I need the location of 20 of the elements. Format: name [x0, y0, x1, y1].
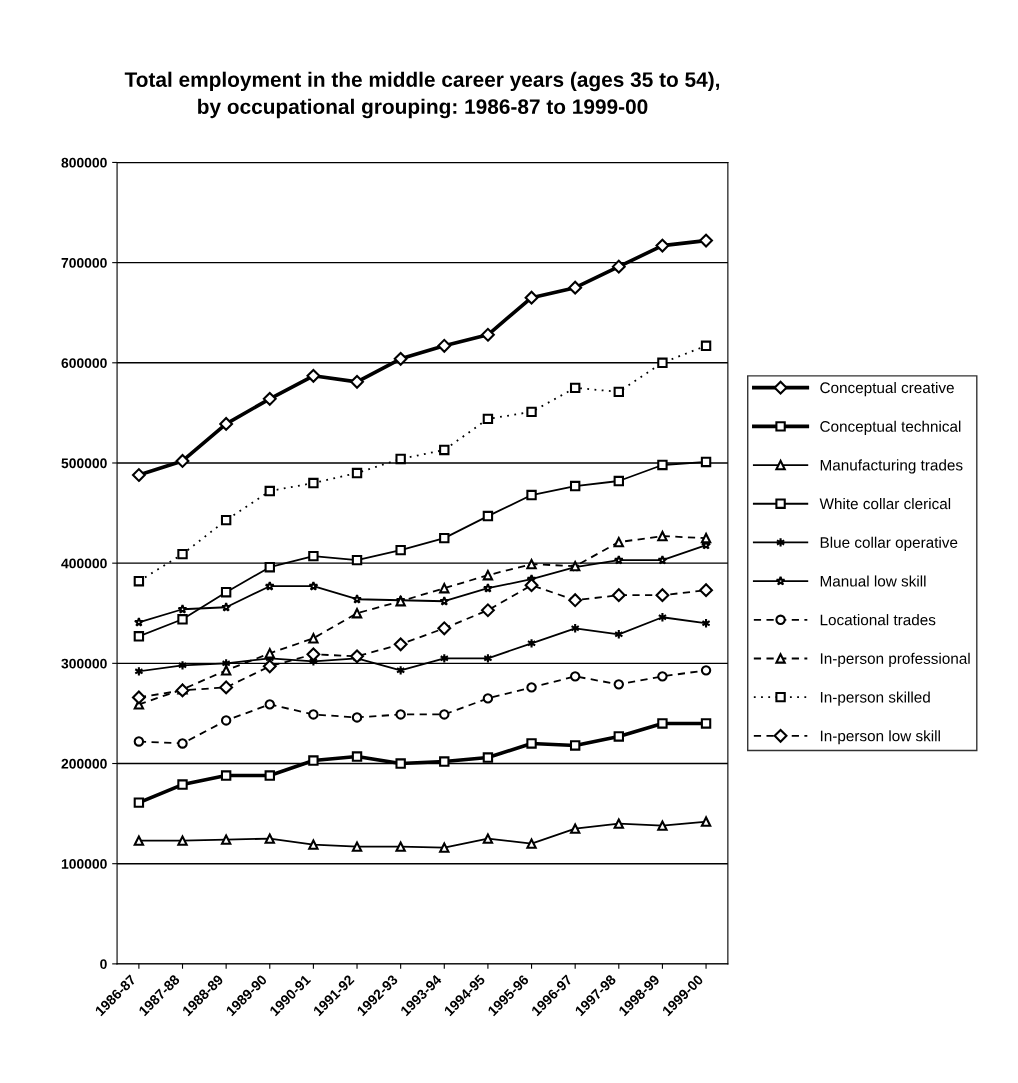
legend-label: Blue collar operative	[820, 536, 958, 551]
legend-label: Locational trades	[820, 614, 936, 626]
legend-label: White collar clerical	[819, 498, 951, 510]
legend-label: Conceptual creative	[820, 381, 954, 397]
legend-label: Manual low skill	[820, 575, 926, 587]
y-tick-label: 500000	[61, 458, 107, 469]
y-tick-label: 100000	[61, 859, 107, 869]
legend-label: In-person low skill	[820, 730, 940, 745]
y-tick-label: 800000	[61, 157, 107, 168]
y-tick-label: 0	[100, 959, 107, 970]
legend-label: In-person skilled	[820, 691, 930, 706]
y-tick-label: 400000	[61, 558, 107, 569]
y-tick-label: 200000	[61, 758, 107, 769]
y-tick-label: 300000	[61, 658, 107, 669]
y-tick-label: 700000	[61, 257, 107, 268]
legend-label: In-person professional	[820, 652, 970, 667]
legend-label: Conceptual technical	[820, 420, 961, 435]
legend-label: Manufacturing trades	[820, 459, 963, 474]
y-tick-label: 600000	[61, 358, 107, 368]
chart-title: Total employment in the middle career years (ages 35 to 54), by occupational grouping: 1986-87 to 1999-00	[124, 71, 720, 119]
